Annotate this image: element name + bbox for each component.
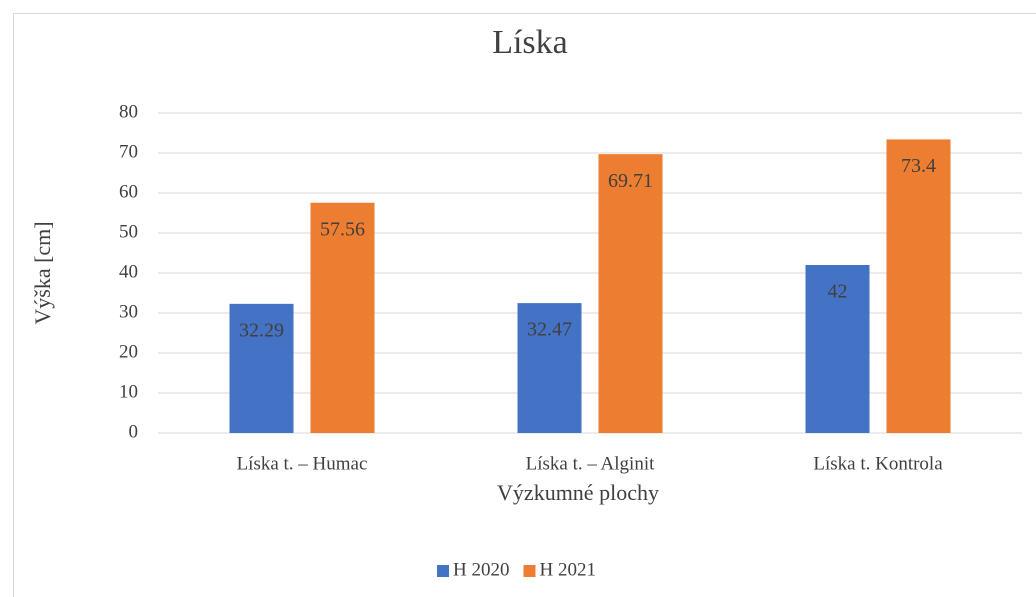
chart-title: Líska: [492, 24, 568, 61]
bar: [598, 154, 663, 433]
y-axis-title: Výška [cm]: [30, 221, 55, 324]
y-tick-label: 70: [119, 141, 138, 162]
data-label: 57.56: [320, 218, 365, 240]
y-tick-label: 10: [119, 381, 138, 402]
chart-frame: [13, 13, 1036, 597]
y-tick-label: 20: [119, 341, 138, 362]
x-tick-label: Líska t. – Alginit: [526, 453, 656, 474]
x-axis-title: Výzkumné plochy: [497, 480, 659, 505]
y-tick-label: 80: [119, 101, 138, 122]
y-tick-label: 60: [119, 181, 138, 202]
legend-swatch: [523, 565, 536, 577]
legend-swatch: [437, 565, 449, 577]
data-label: 73.4: [901, 155, 936, 177]
data-label: 32.29: [239, 319, 284, 341]
data-label: 32.47: [527, 319, 572, 341]
y-tick-label: 30: [119, 301, 138, 322]
data-label: 69.71: [608, 170, 653, 192]
bar: [517, 303, 582, 433]
y-tick-label: 40: [119, 261, 138, 282]
x-tick-label: Líska t. – Humac: [237, 453, 368, 474]
x-tick-label: Líska t. Kontrola: [813, 453, 943, 474]
bar: [886, 139, 951, 433]
y-tick-label: 0: [129, 421, 139, 442]
legend-label: H 2020: [453, 559, 509, 580]
bar: [805, 265, 870, 433]
data-label: 42: [828, 281, 848, 303]
bar: [229, 303, 294, 433]
legend-label: H 2021: [539, 559, 595, 580]
bar: [310, 202, 375, 433]
y-tick-label: 50: [119, 221, 138, 242]
